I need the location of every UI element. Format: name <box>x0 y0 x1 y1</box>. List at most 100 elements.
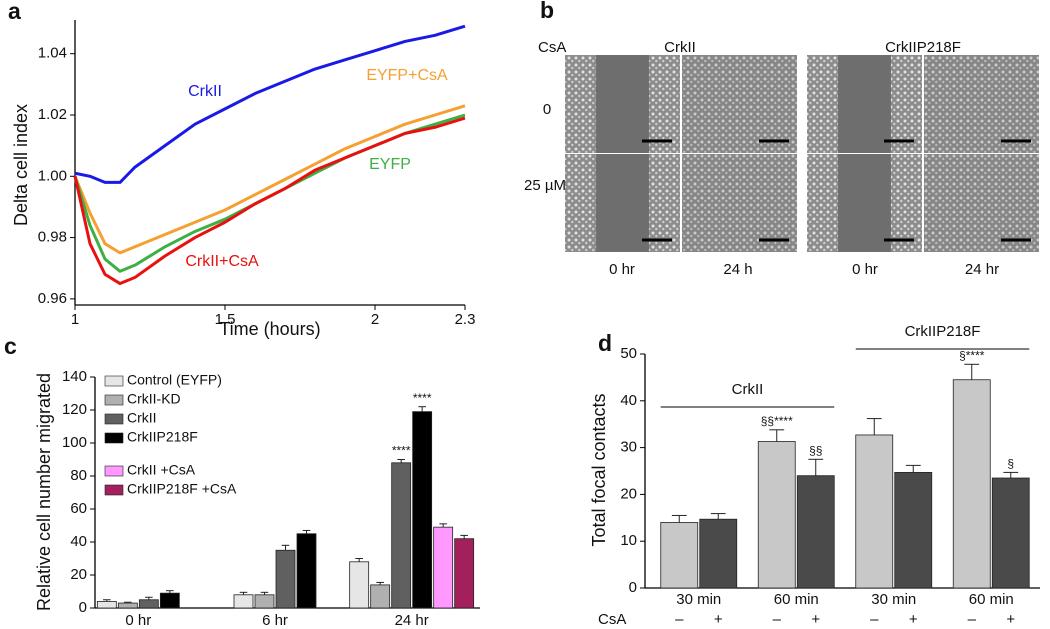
panel-letter: b <box>540 0 554 23</box>
cell-region <box>924 154 1039 252</box>
bar <box>433 526 454 609</box>
y-tick-label: 120 <box>62 401 87 418</box>
y-tick-label: 20 <box>70 566 87 583</box>
y-tick-label: 30 <box>620 439 637 456</box>
x-tick-label: 1.5 <box>215 311 236 328</box>
cell-region <box>565 154 597 252</box>
bar <box>96 601 117 609</box>
bar <box>233 594 254 609</box>
bar <box>370 584 391 609</box>
column-header: CrkIIP218F <box>885 39 961 56</box>
y-tick-label: 0.96 <box>38 290 67 307</box>
series-label: CrkII <box>188 83 222 100</box>
y-axis-label: Delta cell index <box>11 104 31 226</box>
condition-label: + <box>811 611 820 628</box>
y-tick-label: 10 <box>620 532 637 549</box>
bar <box>275 549 296 609</box>
condition-label: + <box>1006 611 1015 628</box>
bar <box>254 594 275 609</box>
y-tick-label: 1.02 <box>38 106 67 123</box>
y-tick-label: 60 <box>70 500 87 517</box>
bar <box>757 441 796 589</box>
condition-label: – <box>675 611 684 628</box>
cell-region <box>890 154 922 252</box>
y-tick-label: 100 <box>62 434 87 451</box>
y-tick-label: 1.00 <box>38 167 67 184</box>
y-tick-label: 0 <box>629 579 637 596</box>
legend-swatch <box>104 394 124 406</box>
series-label: EYFP+CsA <box>366 67 448 84</box>
bar <box>391 462 412 609</box>
x-tick-label: 6 hr <box>262 612 288 629</box>
y-tick-label: 80 <box>70 467 87 484</box>
legend-label: CrkIIP218F +CsA <box>127 481 237 497</box>
row-label: 25 µM <box>524 177 566 194</box>
condition-label: – <box>870 611 879 628</box>
y-axis-label: Relative cell number migrated <box>34 373 54 611</box>
bar <box>952 379 991 589</box>
significance: **** <box>413 391 432 405</box>
y-tick-label: 1.04 <box>38 45 67 62</box>
panel-letter: a <box>8 0 21 24</box>
y-tick-label: 140 <box>62 368 87 385</box>
legend-swatch <box>104 484 124 496</box>
legend-label: Control (EYFP) <box>127 372 222 388</box>
group-label: CrkIIP218F <box>905 323 981 340</box>
line-series <box>74 24 466 184</box>
bar <box>412 411 433 609</box>
bar <box>796 475 835 589</box>
legend-swatch <box>104 432 124 444</box>
cell-region <box>565 55 597 153</box>
row-label: CsA <box>598 611 626 628</box>
legend-label: CrkII +CsA <box>127 462 196 478</box>
bar <box>159 592 180 609</box>
time-label: 0 hr <box>852 261 878 278</box>
panel-letter: c <box>4 333 17 359</box>
legend-swatch <box>104 413 124 425</box>
time-label: 24 h <box>723 261 752 278</box>
x-tick-label: 30 min <box>871 591 916 608</box>
bar <box>660 522 699 589</box>
column-header: CrkII <box>664 39 696 56</box>
line-series <box>73 116 466 286</box>
x-tick-label: 24 hr <box>395 612 429 629</box>
y-tick-label: 0.98 <box>38 229 67 246</box>
legend-swatch <box>104 375 124 387</box>
bar <box>894 472 933 589</box>
y-tick-label: 40 <box>620 392 637 409</box>
x-tick-label: 60 min <box>969 591 1014 608</box>
cell-region <box>807 55 839 153</box>
line-series <box>73 104 466 255</box>
bar <box>454 538 475 609</box>
x-tick-label: 60 min <box>774 591 819 608</box>
y-tick-label: 40 <box>70 533 87 550</box>
significance: §§**** <box>761 414 793 428</box>
panel-letter: d <box>598 330 612 356</box>
x-tick-label: 1 <box>71 311 79 328</box>
group-label: CrkII <box>732 381 764 398</box>
bar <box>991 477 1030 589</box>
cell-region <box>807 154 839 252</box>
bar <box>117 602 138 609</box>
bar <box>855 434 894 589</box>
x-tick-label: 2 <box>371 311 379 328</box>
y-tick-label: 50 <box>620 345 637 362</box>
cell-region <box>648 55 680 153</box>
legend-label: CrkIIP218F <box>127 429 198 445</box>
condition-label: + <box>909 611 918 628</box>
x-tick-label: 2.3 <box>455 311 476 328</box>
cell-region <box>890 55 922 153</box>
bar <box>296 533 317 609</box>
y-axis-label: Total focal contacts <box>589 393 609 546</box>
condition-label: – <box>773 611 782 628</box>
row-header: CsA <box>538 39 566 56</box>
cell-region <box>682 55 797 153</box>
bar <box>349 561 370 609</box>
x-tick-label: 30 min <box>676 591 721 608</box>
y-tick-label: 20 <box>620 485 637 502</box>
significance: § <box>1007 457 1014 471</box>
legend-label: CrkII-KD <box>127 391 181 407</box>
legend-swatch <box>104 465 124 477</box>
